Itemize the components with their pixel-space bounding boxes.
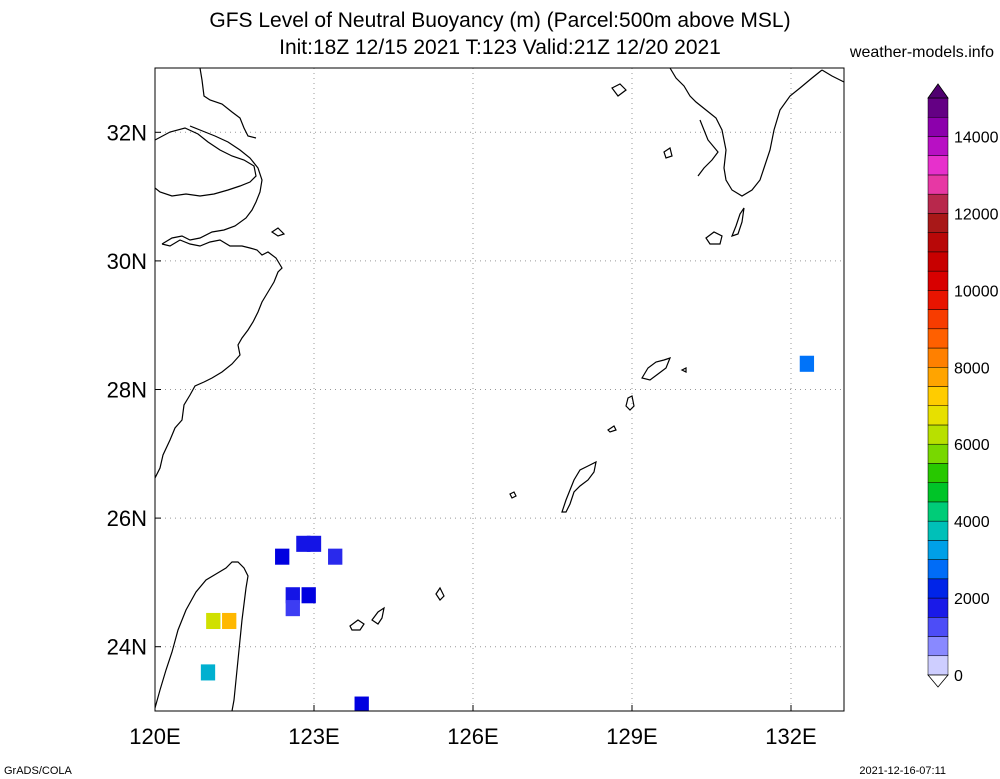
- coastline-kyushu: [669, 68, 823, 197]
- coastline-okinoerabu: [607, 425, 617, 433]
- footer-left: GrADS/COLA: [4, 765, 72, 777]
- field-cell: [275, 548, 290, 565]
- field-cell: [328, 548, 343, 565]
- field-cells: [200, 355, 815, 711]
- colorbar-segment: [927, 251, 949, 272]
- colorbar-segment: [927, 155, 949, 176]
- colorbar-tick-label: 12000: [954, 206, 999, 223]
- field-cell: [206, 612, 221, 630]
- coastline-taiwan: [155, 561, 249, 711]
- field-cell: [285, 600, 300, 617]
- colorbar-tick-label: 2000: [954, 591, 990, 608]
- colorbar-segment: [927, 424, 949, 445]
- coastline-amami: [641, 357, 672, 381]
- coastline-shikoku: [821, 69, 844, 83]
- colorbar-segment: [927, 501, 949, 522]
- coastline-tokunoshima: [625, 395, 635, 411]
- footer-right: 2021-12-16-07:11: [859, 765, 946, 777]
- coastline-iriomote: [349, 619, 365, 631]
- coastline-north: [199, 68, 257, 139]
- coastline-okinawa: [561, 460, 597, 513]
- colorbar-segment: [927, 617, 949, 637]
- field-cell: [222, 612, 237, 630]
- x-tick-label: 129E: [606, 724, 657, 749]
- colorbar-segment: [927, 559, 949, 580]
- x-tick-label: 126E: [447, 724, 498, 749]
- colorbar-segment: [927, 405, 949, 426]
- coastline-yakushima: [705, 231, 723, 245]
- coastline-china: [155, 239, 283, 479]
- coastline-small1: [611, 83, 627, 97]
- field-cell: [301, 587, 316, 604]
- colorbar-segment: [927, 463, 949, 483]
- coastline-small3: [680, 367, 687, 373]
- field-cell: [285, 587, 300, 604]
- colorbar-segment: [927, 328, 949, 349]
- colorbar-segment: [927, 309, 949, 330]
- field-cell: [200, 664, 216, 681]
- colorbar-segment: [927, 116, 949, 137]
- coastline-miyako: [435, 586, 445, 601]
- colorbar-segment: [927, 213, 949, 233]
- colorbar-segment: [927, 367, 949, 387]
- chart-subtitle: Init:18Z 12/15 2021 T:123 Valid:21Z 12/2…: [279, 36, 721, 59]
- coastlines: [155, 68, 844, 711]
- axes: 120E 123E 126E 129E 132E 24N 26N 28N 30N 32N: [107, 120, 817, 749]
- x-tick-label: 120E: [129, 724, 180, 749]
- colorbar: 0 2000 4000 6000 8000 10000 12000 14000: [927, 83, 999, 688]
- y-tick-label: 26N: [107, 506, 147, 531]
- site-credit: weather-models.info: [849, 44, 994, 61]
- colorbar-segment: [927, 578, 949, 599]
- y-tick-label: 32N: [107, 120, 147, 145]
- colorbar-segment: [927, 443, 949, 464]
- x-tick-label: 132E: [765, 724, 816, 749]
- colorbar-segment: [927, 520, 949, 541]
- colorbar-segment: [927, 347, 949, 368]
- colorbar-segment: [927, 97, 949, 118]
- grid-lines: [154, 68, 844, 711]
- colorbar-segment: [927, 386, 949, 406]
- coastline-yangtze: [155, 127, 257, 197]
- colorbar-segment: [927, 232, 949, 253]
- field-cell: [799, 355, 815, 372]
- colorbar-tick-label: 8000: [954, 360, 990, 377]
- colorbar-segment: [927, 655, 949, 676]
- colorbar-top-arrow: [927, 83, 949, 99]
- coastline-ishigaki: [371, 606, 385, 625]
- coastline-small2: [663, 147, 673, 159]
- coastline-zhoushan: [270, 227, 286, 237]
- colorbar-segment: [927, 636, 949, 657]
- coastline-kyushu-bay: [697, 119, 719, 177]
- x-tick-label: 123E: [288, 724, 339, 749]
- colorbar-tick-label: 10000: [954, 283, 999, 300]
- field-cell: [306, 535, 322, 552]
- colorbar-segment: [927, 193, 949, 214]
- colorbar-tick-label: 0: [954, 668, 963, 685]
- colorbar-segment: [927, 270, 949, 291]
- field-cell: [354, 696, 369, 711]
- colorbar-segment: [927, 482, 949, 503]
- coastline-kumejima: [509, 491, 517, 499]
- colorbar-segment: [927, 290, 949, 310]
- colorbar-segment: [927, 174, 949, 195]
- y-tick-label: 30N: [107, 249, 147, 274]
- colorbar-tick-label: 14000: [954, 129, 999, 146]
- colorbar-tick-label: 4000: [954, 514, 990, 531]
- colorbar-tick-label: 6000: [954, 437, 990, 454]
- coastline-tanegashima: [730, 207, 745, 237]
- y-tick-label: 24N: [107, 635, 147, 660]
- colorbar-segment: [927, 540, 949, 560]
- colorbar-segment: [927, 597, 949, 618]
- y-tick-label: 28N: [107, 378, 147, 403]
- colorbar-segment: [927, 136, 949, 156]
- chart-title: GFS Level of Neutral Buoyancy (m) (Parce…: [209, 9, 791, 32]
- coastline-china-bay: [161, 125, 263, 245]
- colorbar-bottom-arrow: [927, 674, 949, 688]
